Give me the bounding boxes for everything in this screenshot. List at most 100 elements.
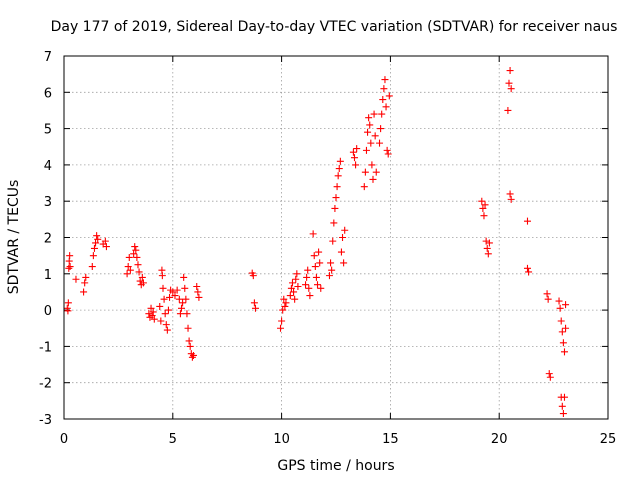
data-point xyxy=(194,288,202,296)
y-tick-label: 7 xyxy=(44,50,52,65)
data-point xyxy=(523,217,531,225)
y-tick-label: 0 xyxy=(44,304,52,319)
data-point xyxy=(559,410,567,418)
data-point xyxy=(506,67,514,75)
data-point xyxy=(81,279,89,287)
data-point xyxy=(293,270,301,278)
data-point xyxy=(123,270,131,278)
data-point xyxy=(504,106,512,114)
data-point xyxy=(183,310,191,318)
data-point xyxy=(150,315,158,323)
data-point xyxy=(485,239,493,247)
data-point xyxy=(72,275,80,283)
chart-title: Day 177 of 2019, Sidereal Day-to-day VTE… xyxy=(51,19,618,35)
data-point xyxy=(133,253,141,261)
data-point xyxy=(316,259,324,267)
data-point xyxy=(306,292,314,300)
data-point xyxy=(560,348,568,356)
x-tick-label: 20 xyxy=(491,432,508,447)
data-point xyxy=(556,304,564,312)
data-point xyxy=(312,273,320,281)
data-point xyxy=(186,342,194,350)
data-point xyxy=(249,272,257,280)
x-tick-label: 5 xyxy=(169,432,177,447)
data-point xyxy=(379,96,387,104)
data-point xyxy=(193,283,201,291)
data-point xyxy=(336,157,344,165)
data-point xyxy=(368,161,376,169)
data-point xyxy=(525,268,533,276)
data-point xyxy=(251,304,259,312)
data-point xyxy=(506,190,514,198)
data-point xyxy=(350,154,358,162)
data-point xyxy=(385,92,393,100)
data-point xyxy=(370,110,378,118)
data-point xyxy=(309,230,317,238)
y-tick-label: -1 xyxy=(39,340,52,355)
data-point xyxy=(546,373,554,381)
data-point xyxy=(160,295,168,303)
data-point xyxy=(148,312,156,320)
data-point xyxy=(278,317,286,325)
data-point xyxy=(372,168,380,176)
data-point xyxy=(179,299,187,307)
data-point xyxy=(367,139,375,147)
y-tick-label: 5 xyxy=(44,123,52,138)
data-point xyxy=(483,244,491,252)
data-point xyxy=(558,328,566,336)
y-tick-label: 4 xyxy=(44,159,52,174)
x-tick-label: 25 xyxy=(600,432,617,447)
data-point xyxy=(328,266,336,274)
data-point xyxy=(169,288,177,296)
data-point xyxy=(332,194,340,202)
data-point xyxy=(543,290,551,298)
data-point xyxy=(147,304,155,312)
data-point xyxy=(544,295,552,303)
data-point xyxy=(130,250,138,258)
y-tick-label: -2 xyxy=(39,377,52,392)
data-point xyxy=(173,286,181,294)
data-point xyxy=(89,252,97,260)
data-point xyxy=(250,299,258,307)
axis-layer: 0 5 10 15 20 25 -3 -2 -1 0 1 2 3 4 5 6 7 xyxy=(39,50,616,447)
data-point xyxy=(157,317,165,325)
data-point xyxy=(124,263,132,271)
data-point xyxy=(163,326,171,334)
data-point xyxy=(164,306,172,314)
data-point xyxy=(90,244,98,252)
plot-frame xyxy=(63,55,609,420)
data-point xyxy=(335,165,343,173)
data-point xyxy=(126,266,134,274)
data-point xyxy=(182,295,190,303)
data-point xyxy=(365,114,373,122)
data-point xyxy=(290,288,298,296)
data-point xyxy=(184,324,192,332)
data-point xyxy=(478,197,486,205)
x-tick-label: 15 xyxy=(382,432,399,447)
data-point xyxy=(352,161,360,169)
data-point xyxy=(176,310,184,318)
data-point xyxy=(507,195,515,203)
data-point xyxy=(305,284,313,292)
data-point xyxy=(159,284,167,292)
data-point xyxy=(331,204,339,212)
data-point xyxy=(291,295,299,303)
data-point xyxy=(64,307,72,315)
data-point xyxy=(364,128,372,136)
data-point xyxy=(88,263,96,271)
data-point xyxy=(559,339,567,347)
data-point xyxy=(327,259,335,267)
data-point xyxy=(125,253,133,261)
data-marks xyxy=(63,67,570,418)
data-point xyxy=(131,243,139,251)
data-point xyxy=(384,150,392,158)
data-point xyxy=(132,246,140,254)
data-point xyxy=(349,148,357,156)
data-point xyxy=(366,121,374,129)
data-point xyxy=(287,284,295,292)
data-point xyxy=(340,259,348,267)
data-point xyxy=(481,201,489,209)
data-point xyxy=(93,232,101,240)
data-point xyxy=(480,212,488,220)
data-point xyxy=(361,168,369,176)
